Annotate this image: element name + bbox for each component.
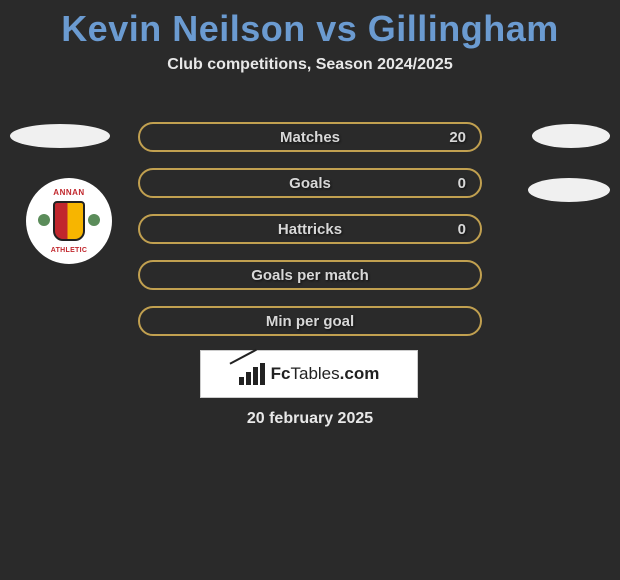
- stat-bar: Goals per match: [138, 260, 482, 290]
- date-text: 20 february 2025: [0, 410, 620, 428]
- header: Kevin Neilson vs Gillingham Club competi…: [0, 0, 620, 74]
- brand-light: Tables: [291, 364, 340, 383]
- decorative-oval-right-1: [532, 124, 610, 148]
- stat-value: 20: [449, 129, 466, 146]
- stat-label: Goals per match: [251, 267, 369, 284]
- decorative-oval-right-2: [528, 178, 610, 202]
- attribution-text: FcTables.com: [271, 364, 380, 384]
- brand-suffix: .com: [340, 364, 380, 383]
- stat-bars: Matches 20 Goals 0 Hattricks 0 Goals per…: [138, 122, 482, 352]
- stat-label: Hattricks: [278, 221, 342, 238]
- stat-label: Goals: [289, 175, 331, 192]
- stat-label: Min per goal: [266, 313, 354, 330]
- stat-bar: Goals 0: [138, 168, 482, 198]
- badge-text-top: ANNAN: [53, 188, 84, 197]
- thistle-icon: [88, 214, 100, 226]
- attribution-logo: FcTables.com: [200, 350, 418, 398]
- stat-bar: Hattricks 0: [138, 214, 482, 244]
- badge-text-bottom: ATHLETIC: [51, 247, 88, 254]
- club-badge: ANNAN ATHLETIC: [26, 178, 112, 264]
- shield-icon: [53, 201, 85, 241]
- thistle-icon: [38, 214, 50, 226]
- stat-value: 0: [458, 221, 466, 238]
- decorative-oval-left: [10, 124, 110, 148]
- bar-chart-icon: [239, 363, 265, 385]
- club-badge-inner: ANNAN ATHLETIC: [34, 186, 104, 256]
- stat-bar: Matches 20: [138, 122, 482, 152]
- page-subtitle: Club competitions, Season 2024/2025: [0, 56, 620, 74]
- page-title: Kevin Neilson vs Gillingham: [0, 8, 620, 50]
- stat-bar: Min per goal: [138, 306, 482, 336]
- stat-label: Matches: [280, 129, 340, 146]
- brand-bold: Fc: [271, 364, 291, 383]
- stat-value: 0: [458, 175, 466, 192]
